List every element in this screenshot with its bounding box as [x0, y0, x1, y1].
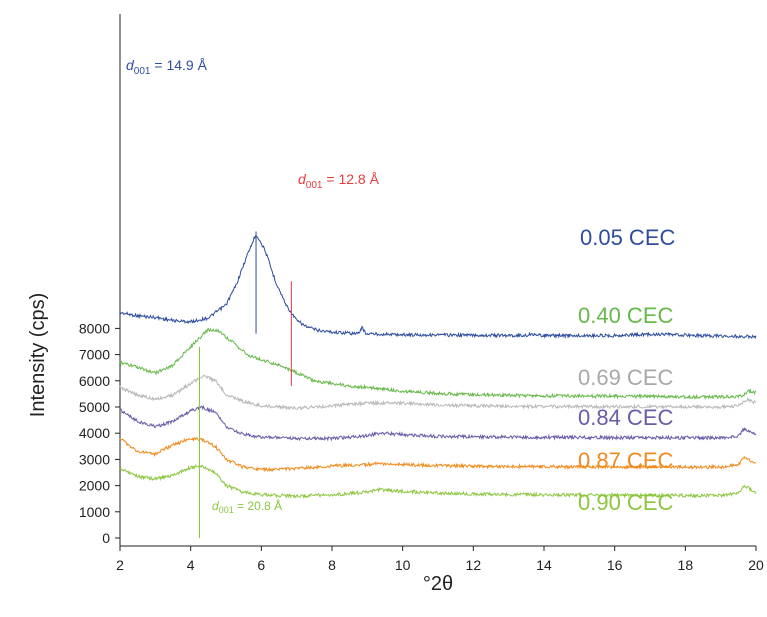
- series-label-069: 0.69 CEC: [578, 365, 673, 390]
- plot-area: 2 4 6 8 10 12 14 16 18 20 0 1000 2000 3000 4000 5000 60…: [79, 14, 764, 573]
- annotation-subscript: 001: [306, 180, 323, 191]
- annotation-value: = 14.9 Å: [150, 57, 207, 73]
- annotation-value: = 12.8 Å: [322, 171, 379, 187]
- annotation-d-italic: d: [298, 171, 307, 187]
- series-label-040: 0.40 CEC: [578, 303, 673, 328]
- y-tick-label: 6000: [79, 373, 110, 389]
- x-tick-label: 20: [748, 557, 764, 573]
- y-tick-label: 8000: [79, 320, 110, 336]
- x-axis-title: °2θ: [423, 573, 453, 595]
- annotation-subscript: 001: [219, 505, 234, 515]
- x-ticks: 2 4 6 8 10 12 14 16 18 20: [116, 546, 764, 573]
- y-tick-label: 4000: [79, 425, 110, 441]
- series-label-005: 0.05 CEC: [580, 225, 675, 250]
- annotation-d-italic: d: [212, 499, 219, 513]
- annotation-lines: [199, 231, 292, 538]
- y-tick-label: 7000: [79, 347, 110, 363]
- annotation-subscript: 001: [134, 66, 151, 77]
- y-tick-label: 1000: [79, 504, 110, 520]
- series-line-040-cec: [119, 327, 757, 401]
- annotation-value: = 20.8 Å: [234, 498, 282, 513]
- series-label-084: 0.84 CEC: [578, 405, 673, 430]
- series-label-090: 0.90 CEC: [578, 490, 673, 515]
- x-tick-label: 6: [257, 557, 265, 573]
- x-tick-label: 12: [466, 557, 482, 573]
- x-tick-label: 14: [536, 557, 552, 573]
- series-line-090-cec: [119, 464, 757, 500]
- y-ticks: 0 1000 2000 3000 4000 5000 6000 7000 8000: [79, 320, 120, 546]
- y-tick-label: 0: [102, 530, 110, 546]
- x-tick-label: 4: [187, 557, 195, 573]
- x-tick-label: 8: [328, 557, 336, 573]
- series-line-084-cec: [119, 405, 757, 442]
- annotation-d001-208: d001 = 20.8 Å: [212, 498, 282, 515]
- y-tick-label: 3000: [79, 451, 110, 467]
- y-axis-title: Intensity (cps): [27, 293, 49, 417]
- series-line-069-cec: [119, 374, 757, 411]
- series-line-087-cec: [119, 436, 757, 473]
- x-tick-label: 16: [607, 557, 623, 573]
- x-tick-label: 2: [116, 557, 124, 573]
- annotation-d001-128: d001 = 12.8 Å: [298, 171, 380, 191]
- y-tick-label: 5000: [79, 399, 110, 415]
- series-group: [119, 234, 757, 500]
- series-line-005-cec: [119, 234, 757, 340]
- annotation-d001-149: d001 = 14.9 Å: [126, 57, 208, 77]
- x-tick-label: 10: [395, 557, 411, 573]
- x-tick-label: 18: [678, 557, 694, 573]
- y-tick-label: 2000: [79, 478, 110, 494]
- series-label-087: 0.87 CEC: [578, 448, 673, 473]
- annotation-d-italic: d: [126, 57, 135, 73]
